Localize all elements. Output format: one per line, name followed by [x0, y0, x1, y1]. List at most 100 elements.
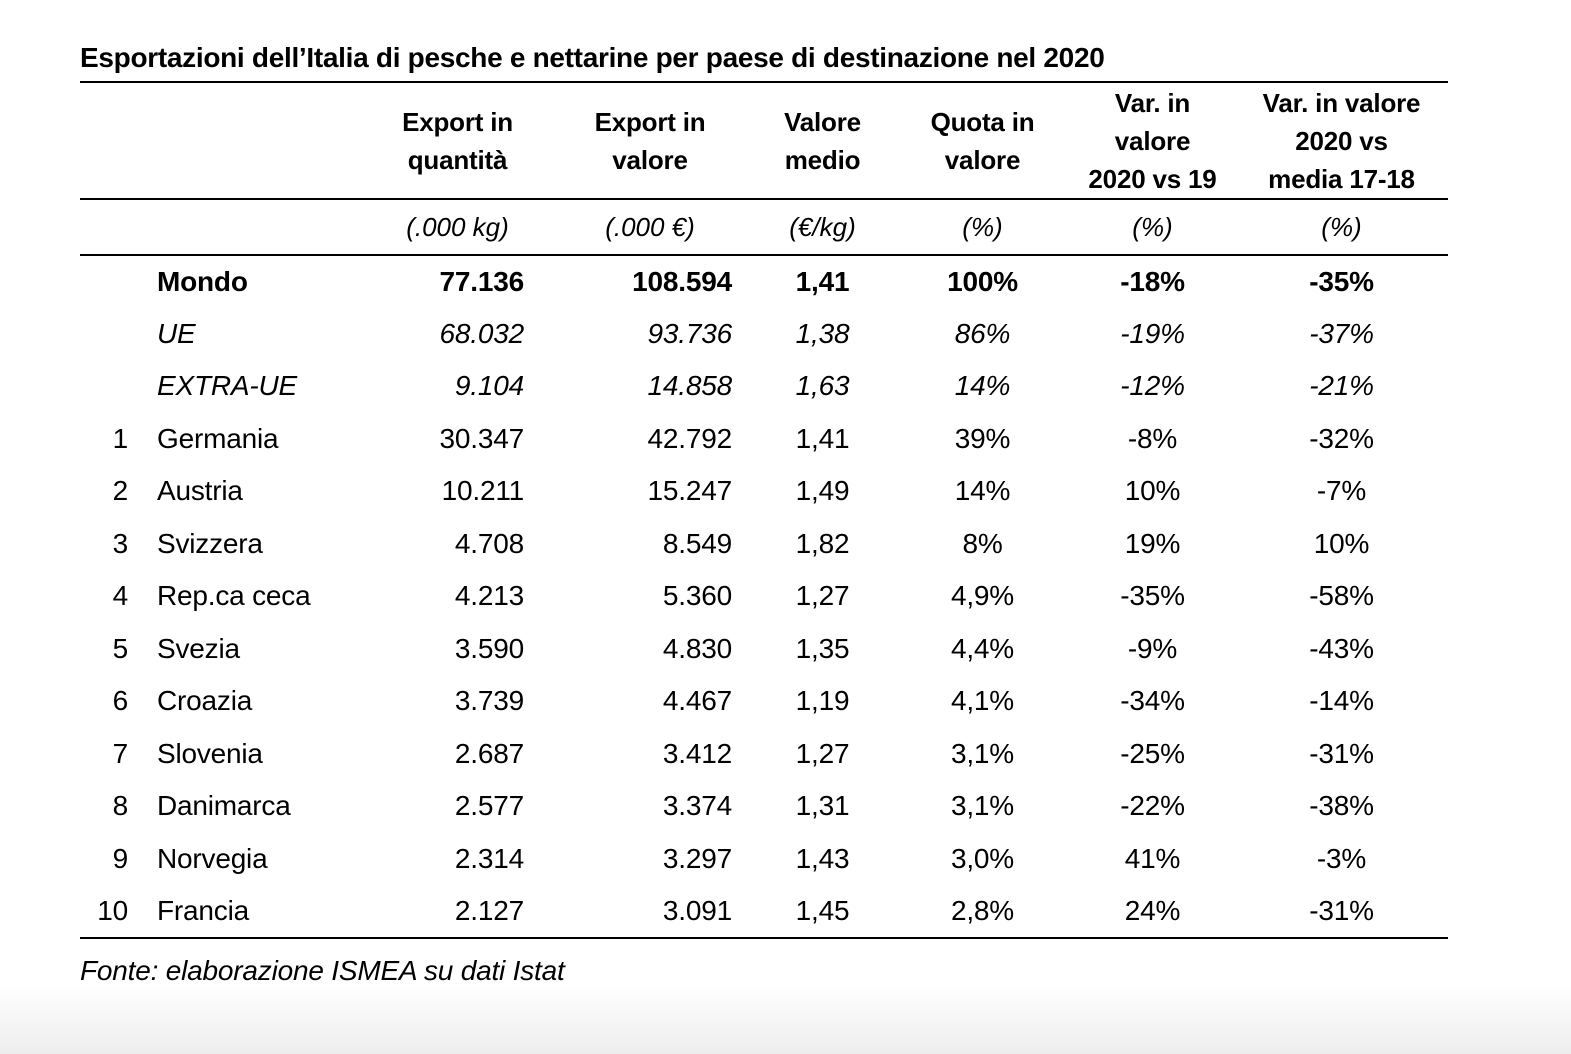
cell-value-share: 2,8%	[895, 885, 1070, 939]
table-row: 6 Croazia 3.739 4.467 1,19 4,1% -34% -14%	[80, 675, 1448, 728]
cell-country: Germania	[157, 422, 279, 454]
cell-rank	[80, 308, 140, 361]
cell-var-2020-vs-media-17-18: -43%	[1309, 632, 1374, 664]
cell-value-share: 4,9%	[950, 580, 1015, 612]
table-body: Mondo 77.136 108.594 1,41 100% -18% -35% UE 68.0…	[80, 255, 1448, 939]
cell-export-value: 8.549	[662, 527, 732, 559]
cell-country: Francia	[140, 885, 365, 939]
cell-var-2020-vs-19: -34%	[1120, 685, 1185, 717]
cell-country: Mondo	[157, 265, 248, 297]
cell-avg-value: 1,43	[795, 842, 850, 874]
cell-country: EXTRA-UE	[157, 370, 297, 402]
cell-var-2020-vs-media-17-18: -35%	[1309, 265, 1374, 297]
cell-country: Slovenia	[157, 737, 263, 769]
cell-rank: 6	[112, 685, 129, 717]
table-row: Mondo 77.136 108.594 1,41 100% -18% -35%	[80, 255, 1448, 308]
cell-var-2020-vs-19: -25%	[1120, 737, 1185, 769]
cell-export-quantity: 9.104	[454, 370, 524, 402]
cell-export-value: 5.360	[662, 580, 732, 612]
cell-country: Rep.ca ceca	[157, 580, 311, 612]
cell-value-share: 39%	[954, 422, 1011, 454]
table-row: UE 68.032 93.736 1,38 86% -19% -37%	[80, 308, 1448, 361]
cell-var-2020-vs-media-17-18: -32%	[1309, 422, 1374, 454]
cell-value-share: 14%	[954, 475, 1011, 507]
table-row: 9 Norvegia 2.314 3.297 1,43 3,0% 41% -3%	[80, 833, 1448, 886]
cell-var-2020-vs-media-17-18: -14%	[1309, 685, 1374, 717]
cell-avg-value: 1,45	[750, 885, 895, 939]
table-row: 3 Svizzera 4.708 8.549 1,82 8% 19% 10%	[80, 518, 1448, 571]
cell-var-2020-vs-media-17-18: -31%	[1235, 885, 1448, 939]
cell-value-share: 3,1%	[950, 737, 1015, 769]
cell-rank	[80, 255, 140, 308]
unit-export-quantity: (.000 kg)	[365, 199, 550, 256]
cell-country: Croazia	[157, 685, 253, 717]
cell-var-2020-vs-19: 41%	[1124, 842, 1181, 874]
header-country-spacer	[140, 83, 365, 200]
cell-value-share: 3,1%	[950, 790, 1015, 822]
cell-export-quantity: 3.739	[454, 685, 524, 717]
cell-export-quantity: 2.127	[365, 885, 550, 939]
col-header-value-share: Quota in valore	[895, 83, 1070, 200]
col-header-export-value: Export in valore	[550, 83, 750, 200]
cell-export-quantity: 77.136	[439, 265, 525, 297]
cell-avg-value: 1,27	[795, 737, 850, 769]
cell-var-2020-vs-19: -8%	[1127, 422, 1178, 454]
cell-rank: 3	[112, 527, 129, 559]
table-row: 7 Slovenia 2.687 3.412 1,27 3,1% -25% -31%	[80, 728, 1448, 781]
cell-var-2020-vs-19: -12%	[1120, 370, 1185, 402]
cell-avg-value: 1,49	[795, 475, 850, 507]
cell-country: Austria	[157, 475, 243, 507]
unit-export-value: (.000 €)	[550, 199, 750, 256]
cell-country: Svizzera	[157, 527, 263, 559]
cell-export-quantity: 3.590	[454, 632, 524, 664]
cell-rank: 9	[112, 842, 129, 874]
cell-export-quantity: 30.347	[439, 422, 525, 454]
cell-value-share: 4,1%	[950, 685, 1015, 717]
cell-export-quantity: 2.577	[454, 790, 524, 822]
cell-var-2020-vs-19: 19%	[1124, 527, 1181, 559]
cell-avg-value: 1,35	[795, 632, 850, 664]
table-row: 2 Austria 10.211 15.247 1,49 14% 10% -7%	[80, 465, 1448, 518]
header-rank-spacer	[80, 83, 140, 200]
cell-export-quantity: 2.314	[454, 842, 524, 874]
col-header-export-quantity: Export in quantità	[365, 83, 550, 200]
exports-table: Export in quantità Export in valore Valo…	[80, 83, 1448, 939]
cell-var-2020-vs-19: 10%	[1124, 475, 1181, 507]
cell-var-2020-vs-media-17-18: -7%	[1316, 475, 1367, 507]
table-row: 8 Danimarca 2.577 3.374 1,31 3,1% -22% -38%	[80, 780, 1448, 833]
cell-var-2020-vs-19: 24%	[1070, 885, 1235, 939]
cell-export-value: 3.412	[662, 737, 732, 769]
cell-export-quantity: 2.687	[454, 737, 524, 769]
cell-avg-value: 1,27	[795, 580, 850, 612]
cell-value-share: 4,4%	[950, 632, 1015, 664]
cell-rank: 8	[112, 790, 129, 822]
cell-value-share: 86%	[954, 317, 1011, 349]
cell-export-quantity: 10.211	[441, 475, 525, 507]
cell-value-share: 8%	[962, 527, 1003, 559]
cell-country: Norvegia	[157, 842, 268, 874]
cell-export-value: 93.736	[647, 317, 733, 349]
cell-var-2020-vs-media-17-18: -3%	[1316, 842, 1367, 874]
cell-rank: 7	[112, 737, 129, 769]
table-row: EXTRA-UE 9.104 14.858 1,63 14% -12% -21%	[80, 360, 1448, 413]
cell-var-2020-vs-media-17-18: -58%	[1309, 580, 1374, 612]
cell-rank: 4	[112, 580, 129, 612]
cell-rank: 5	[112, 632, 129, 664]
cell-value-share: 3,0%	[950, 842, 1015, 874]
cell-export-quantity: 4.213	[454, 580, 524, 612]
cell-export-value: 108.594	[632, 265, 732, 297]
unit-rank-spacer	[80, 199, 140, 256]
cell-var-2020-vs-19: -18%	[1120, 265, 1185, 297]
cell-var-2020-vs-media-17-18: -31%	[1309, 737, 1374, 769]
unit-var-2020-vs-media-17-18: (%)	[1235, 199, 1448, 256]
cell-avg-value: 1,31	[795, 790, 850, 822]
table-title: Esportazioni dell’Italia di pesche e net…	[80, 42, 1448, 83]
cell-var-2020-vs-media-17-18: -37%	[1309, 317, 1374, 349]
table-row: 4 Rep.ca ceca 4.213 5.360 1,27 4,9% -35% -58%	[80, 570, 1448, 623]
cell-country: Danimarca	[157, 790, 291, 822]
unit-var-2020-vs-19: (%)	[1070, 199, 1235, 256]
table-row: 10 Francia 2.127 3.091 1,45 2,8% 24% -31%	[80, 885, 1448, 939]
col-header-avg-value: Valore medio	[750, 83, 895, 200]
col-header-var-2020-vs-media-17-18: Var. in valore 2020 vs media 17-18	[1235, 83, 1448, 200]
cell-export-value: 3.091	[550, 885, 750, 939]
